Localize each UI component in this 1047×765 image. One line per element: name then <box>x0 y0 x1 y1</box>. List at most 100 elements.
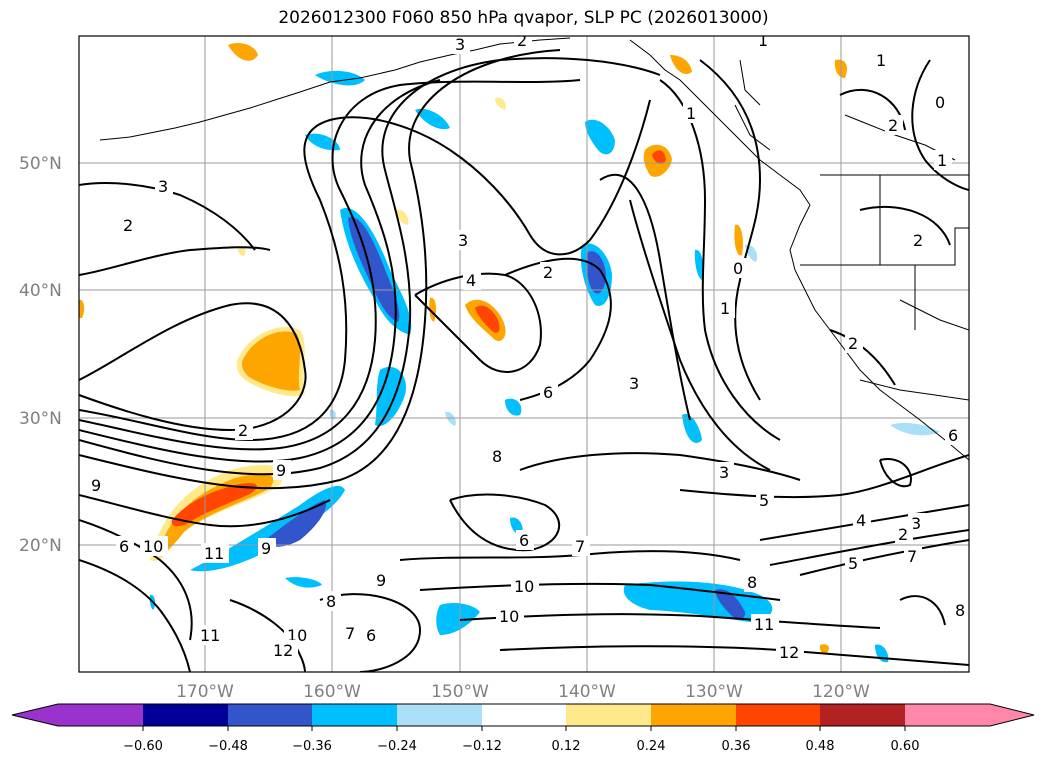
contour-label: 2 <box>913 231 923 250</box>
lon-label: 160°W <box>303 682 361 702</box>
colorbar-tick-label: −0.36 <box>292 739 332 754</box>
contour-label: 9 <box>91 476 101 495</box>
lat-label: 50°N <box>19 154 62 174</box>
contour-label: 1 <box>876 51 886 70</box>
contour-label: 1 <box>758 31 768 50</box>
colorbar-bin <box>143 704 228 726</box>
contour-label: 3 <box>911 514 921 533</box>
colorbar-bin <box>736 704 820 726</box>
moist-anomaly-patch <box>241 331 300 391</box>
contour-label: 12 <box>273 641 293 660</box>
dry-anomaly-patch <box>348 217 400 322</box>
contour-label: 7 <box>907 547 917 566</box>
contour-label: 5 <box>759 491 769 510</box>
contour-label: 0 <box>935 93 945 112</box>
contour-label: 7 <box>575 537 585 556</box>
contour-label: 9 <box>376 571 386 590</box>
contour-label: 4 <box>466 271 476 290</box>
contour-label: 6 <box>948 426 958 445</box>
contour-label: 12 <box>779 643 799 662</box>
dry-anomaly-patch <box>329 409 336 420</box>
contour-label: 8 <box>326 592 336 611</box>
contour-label: 1 <box>720 299 730 318</box>
contour-label: 8 <box>747 573 757 592</box>
moist-anomaly-patch <box>171 483 257 527</box>
colorbar-bin <box>312 704 397 726</box>
dry-anomaly-patch <box>415 108 450 130</box>
contour-label: 1 <box>937 151 947 170</box>
dry-anomaly-patch <box>285 577 322 588</box>
contour-label: 10 <box>499 607 519 626</box>
colorbar-under-extension <box>12 704 58 726</box>
moist-anomaly-patch <box>237 246 246 256</box>
dry-anomaly-patch <box>586 251 606 294</box>
colorbar-bin <box>482 704 566 726</box>
contour-label: 0 <box>733 259 743 278</box>
contour-label: 11 <box>204 544 224 563</box>
contour-label: 9 <box>276 461 286 480</box>
moist-anomaly-patch <box>734 224 743 256</box>
contour-label: 2 <box>848 334 858 353</box>
colorbar-tick-label: −0.60 <box>123 739 163 754</box>
colorbar-bin <box>651 704 736 726</box>
lon-axis-labels: 170°W 160°W 150°W 140°W 130°W 120°W <box>176 682 870 702</box>
moist-anomaly-patch <box>670 55 692 75</box>
lat-label: 20°N <box>19 536 62 556</box>
colorbar-bin <box>58 704 143 726</box>
contour-label: 6 <box>519 531 529 550</box>
contour-label: 3 <box>458 231 468 250</box>
moist-anomaly-patch <box>652 150 666 165</box>
contour-label: 7 <box>345 624 355 643</box>
colorbar-tick-label: 0.36 <box>722 739 751 754</box>
moist-anomaly-patch <box>819 644 829 654</box>
dry-anomaly-patch <box>445 411 456 426</box>
dry-anomaly-patch <box>682 414 702 443</box>
contour-label: 9 <box>261 539 271 558</box>
colorbar-bin <box>566 704 651 726</box>
contour-label: 6 <box>543 383 553 402</box>
moist-anomaly-patch <box>429 297 437 322</box>
moist-anomaly-patch <box>495 97 506 110</box>
dry-anomaly-patch <box>505 398 522 416</box>
contour-label: 4 <box>856 511 866 530</box>
contour-label: 8 <box>492 447 502 466</box>
colorbar-outline <box>11 703 1035 727</box>
contour-label: 2 <box>898 525 908 544</box>
dry-anomaly-patch <box>265 500 326 547</box>
lon-label: 130°W <box>685 682 743 702</box>
map-frame <box>78 35 970 673</box>
contour-label: 3 <box>158 177 168 196</box>
colorbar-tick-label: 0.60 <box>891 739 920 754</box>
contour-label: 2 <box>123 216 133 235</box>
contour-label: 6 <box>119 537 129 556</box>
lon-label: 170°W <box>176 682 234 702</box>
dry-anomaly-patch <box>315 70 365 86</box>
lat-label: 40°N <box>19 281 62 301</box>
contour-label: 3 <box>719 463 729 482</box>
colorbar-over-extension <box>990 704 1034 726</box>
colorbar-tick-label: −0.24 <box>377 739 417 754</box>
lat-label: 30°N <box>19 409 62 429</box>
colorbar-tick-label: 0.48 <box>806 739 835 754</box>
colorbar-tick-label: 0.12 <box>552 739 581 754</box>
moist-anomaly-patch <box>475 305 500 333</box>
contour-label: 11 <box>200 626 220 645</box>
colorbar-tick-label: 0.24 <box>637 739 666 754</box>
contour-label: 2 <box>543 263 553 282</box>
contour-label: 6 <box>366 626 376 645</box>
colorbar: −0.60 −0.48 −0.36 −0.24 −0.12 0.12 0.24 … <box>11 703 1035 754</box>
contour-label: 1 <box>686 104 696 123</box>
contour-label: 10 <box>143 537 163 556</box>
contour-labels: 2 3 2 1 1 0 1 2 1 3 2 3 4 2 <box>88 31 969 662</box>
dry-anomaly-patch <box>715 589 746 620</box>
dry-anomaly-patch <box>890 422 940 436</box>
colorbar-tick-label: −0.48 <box>208 739 248 754</box>
colorbar-bin <box>228 704 312 726</box>
lon-label: 120°W <box>812 682 870 702</box>
contour-label: 2 <box>517 31 527 50</box>
moist-anomaly-patch <box>395 209 409 225</box>
lon-label: 140°W <box>558 682 616 702</box>
dry-anomaly-patch <box>305 133 340 151</box>
page-title: 2026012300 F060 850 hPa qvapor, SLP PC (… <box>278 8 769 28</box>
